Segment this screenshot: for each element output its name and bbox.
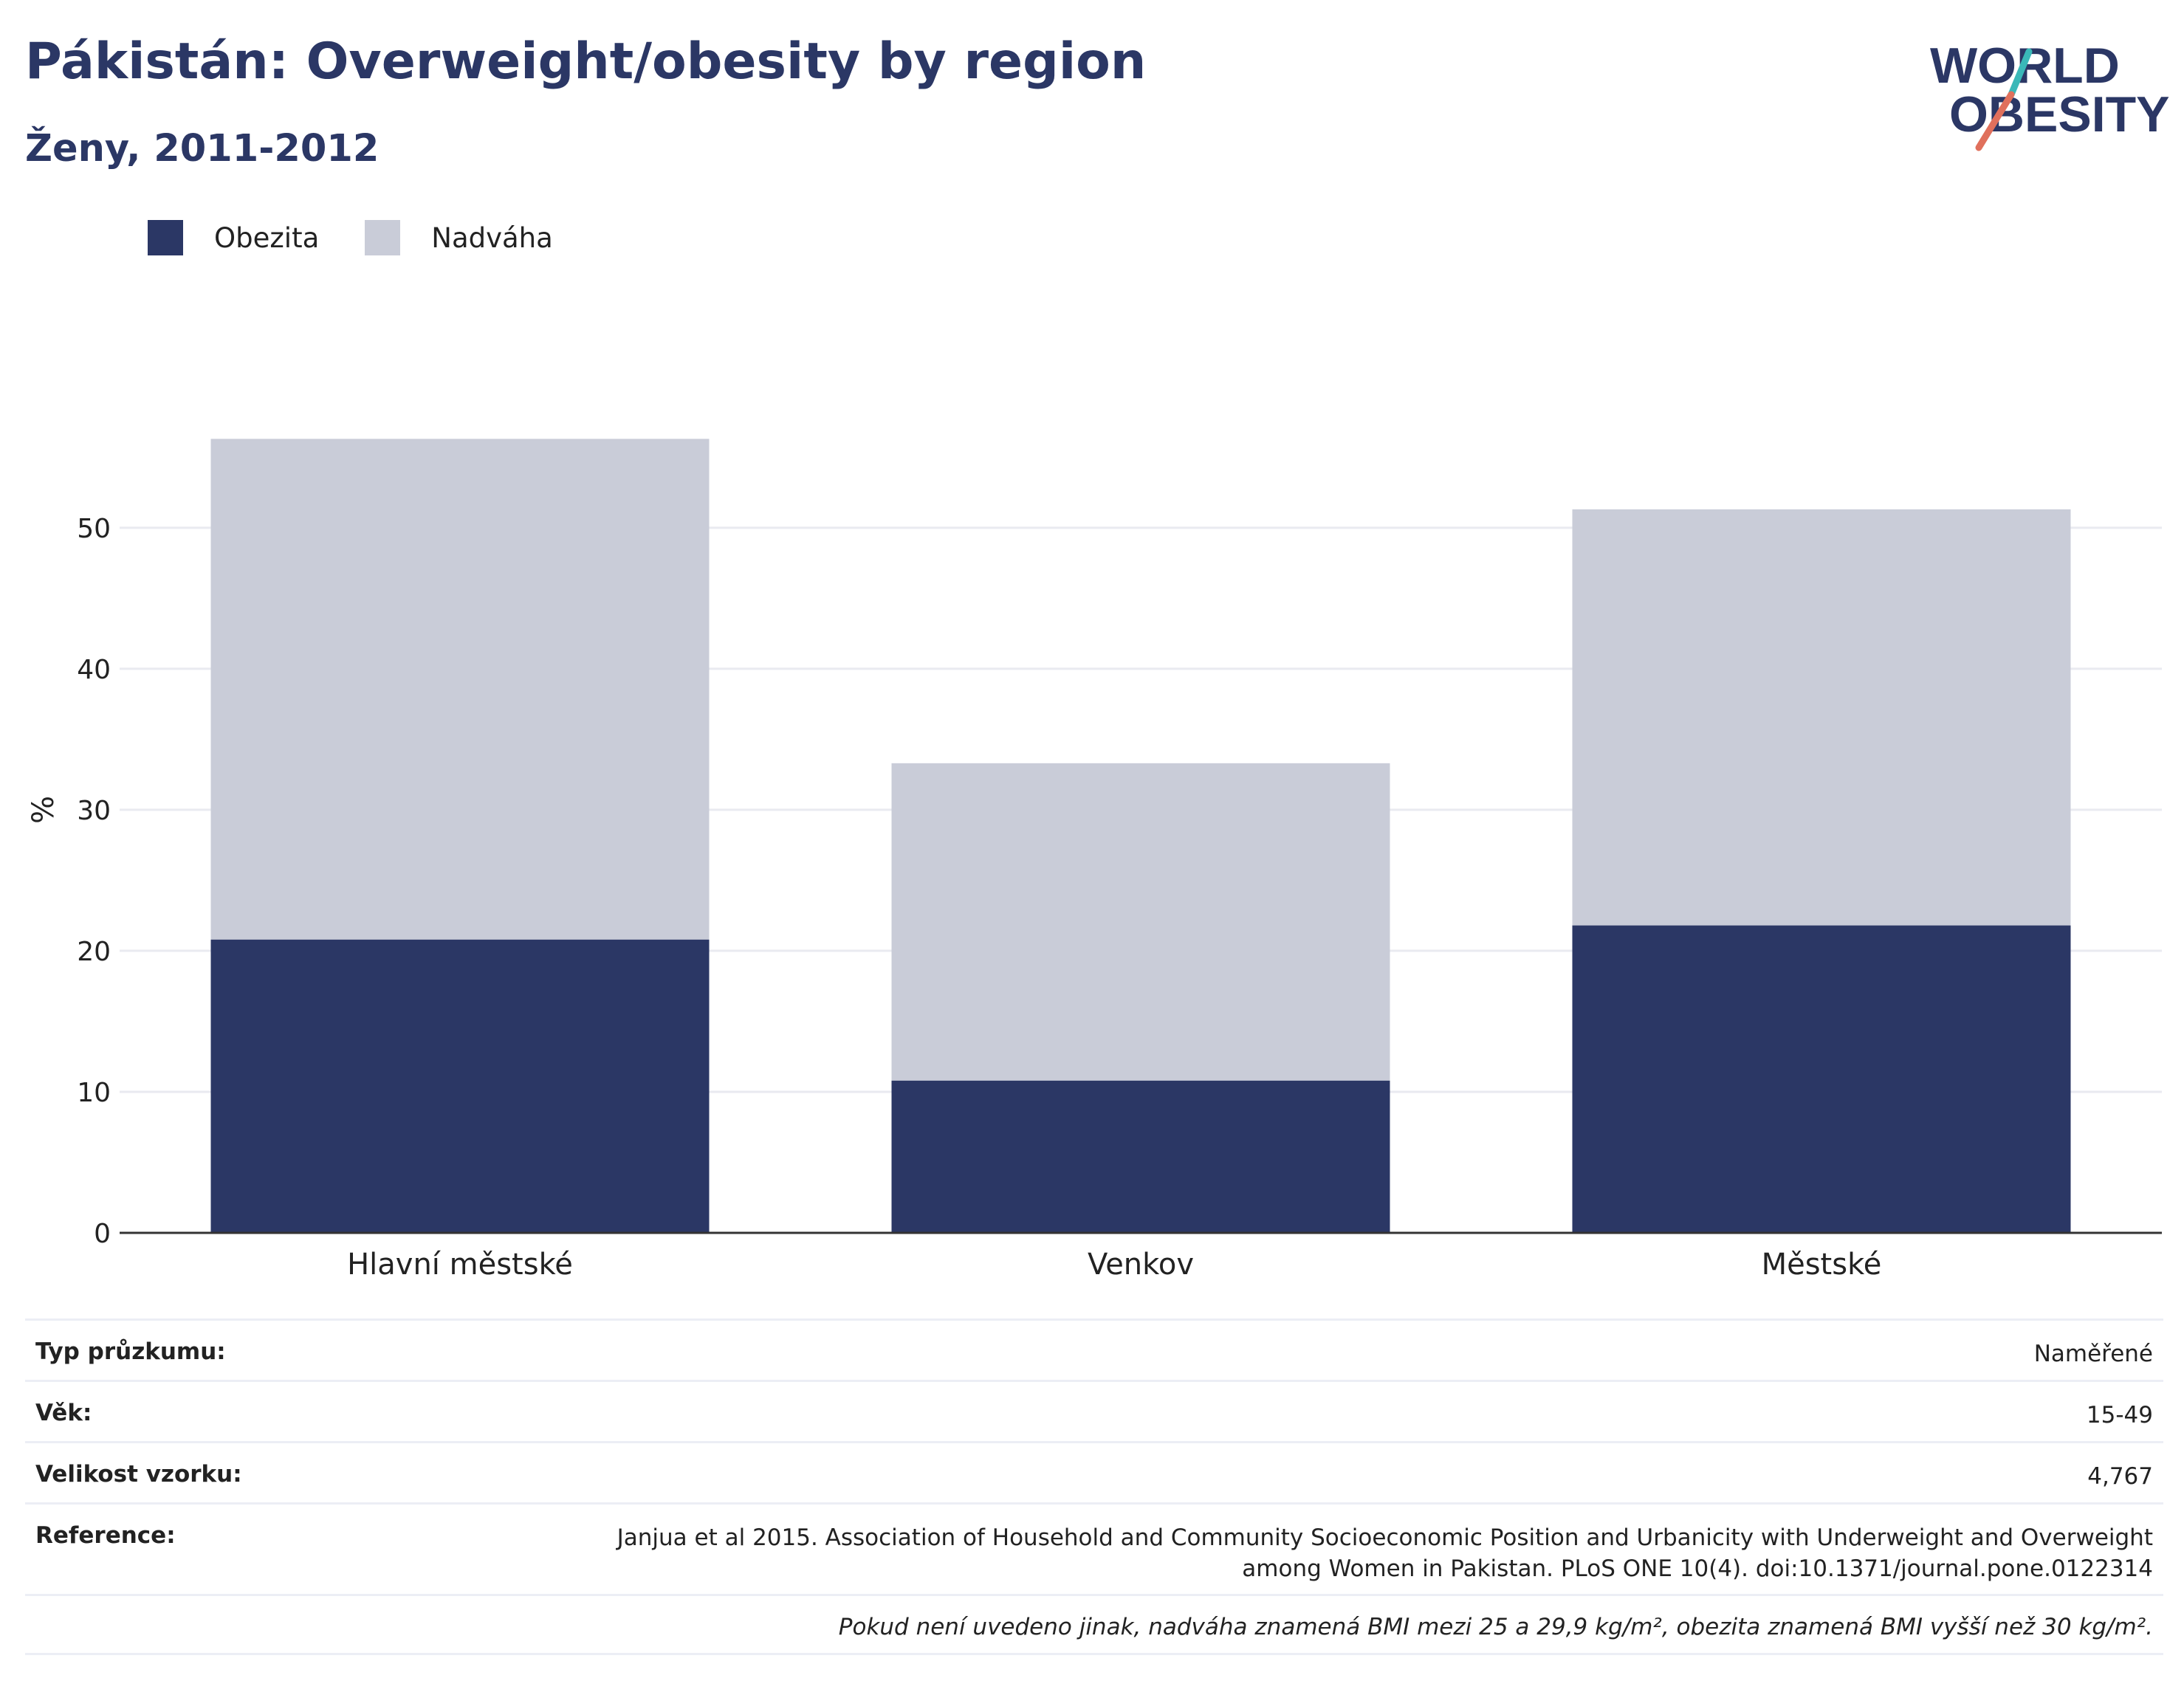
- legend-item-obesity: Obezita: [148, 220, 319, 255]
- info-row-age: Věk: 15-49: [25, 1380, 2163, 1441]
- y-tick-label: 40: [77, 655, 111, 685]
- reference-line-2: among Women in Pakistan. PLoS ONE 10(4).…: [1242, 1555, 2153, 1582]
- info-table: Typ průzkumu: Naměřené Věk: 15-49 Veliko…: [25, 1318, 2163, 1655]
- y-tick-label: 0: [94, 1219, 111, 1249]
- definition-note: Pokud není uvedeno jinak, nadváha znamen…: [25, 1594, 2163, 1655]
- y-tick-label: 10: [77, 1078, 111, 1108]
- y-tick-label: 30: [77, 796, 111, 826]
- logo-line2: OBESITY: [1949, 86, 2170, 142]
- legend-swatch-overweight: [365, 220, 401, 255]
- logo-slash-coral: [1975, 91, 2015, 151]
- survey-type-value: Naměřené: [2033, 1341, 2153, 1367]
- info-row-survey-type: Typ průzkumu: Naměřené: [25, 1318, 2163, 1380]
- x-tick-label: Městské: [1762, 1248, 1882, 1282]
- bar-obesity-1: [891, 1080, 1390, 1233]
- x-tick-label: Hlavní městské: [347, 1248, 573, 1282]
- world-obesity-logo: WORLD OBESITY: [1930, 38, 2170, 151]
- bar-obesity-0: [210, 939, 710, 1233]
- y-tick-label: 50: [77, 514, 111, 544]
- info-row-sample-size: Velikost vzorku: 4,767: [25, 1441, 2163, 1502]
- sample-size-label: Velikost vzorku:: [35, 1461, 242, 1488]
- reference-value: Janjua et al 2015. Association of Househ…: [617, 1522, 2153, 1584]
- bar-overweight-2: [1572, 509, 2071, 926]
- y-axis-label: %: [27, 796, 61, 824]
- age-value: 15-49: [2086, 1402, 2153, 1428]
- legend-label-obesity: Obezita: [214, 221, 320, 254]
- bar-overweight-0: [210, 439, 710, 940]
- bar-obesity-2: [1572, 925, 2071, 1233]
- legend-swatch-obesity: [148, 220, 183, 255]
- reference-label: Reference:: [35, 1522, 176, 1549]
- chart-legend: Obezita Nadváha: [148, 220, 599, 255]
- y-tick-label: 20: [77, 937, 111, 967]
- bar-overweight-1: [891, 763, 1390, 1081]
- sample-size-value: 4,767: [2087, 1463, 2153, 1490]
- age-label: Věk:: [35, 1400, 92, 1426]
- legend-label-overweight: Nadváha: [431, 221, 553, 254]
- info-row-reference: Reference: Janjua et al 2015. Associatio…: [25, 1502, 2163, 1594]
- bar-chart: 0 10 20 30 40 50% Hlavní městské Venkov Městské: [27, 439, 2162, 1282]
- x-tick-label: Venkov: [1088, 1248, 1194, 1282]
- chart-subtitle: Ženy, 2011-2012: [25, 127, 380, 171]
- survey-type-label: Typ průzkumu:: [35, 1338, 226, 1365]
- logo-slash-teal: [2008, 48, 2033, 98]
- chart-title: Pákistán: Overweight/obesity by region: [25, 32, 1147, 91]
- legend-item-overweight: Nadváha: [365, 220, 553, 255]
- reference-line-1: Janjua et al 2015. Association of Househ…: [617, 1524, 2153, 1551]
